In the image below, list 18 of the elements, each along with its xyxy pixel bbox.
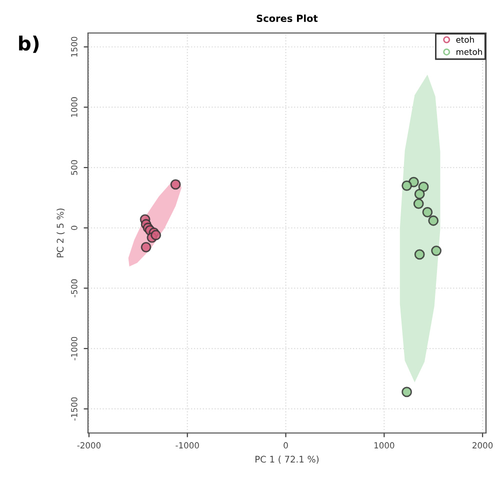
x-tick-label: -2000 — [77, 442, 101, 448]
y-tick-label: -500 — [71, 279, 78, 298]
y-tick-label: -1000 — [71, 336, 78, 360]
x-axis-title: PC 1 ( 72.1 %) — [256, 456, 319, 464]
y-axis-title: PC 2 ( 5 %) — [56, 208, 65, 258]
x-tick-label: 2000 — [472, 442, 493, 448]
y-tick-label: -1500 — [71, 397, 78, 421]
chart-title: Scores Plot — [256, 14, 318, 22]
y-tick-label: 0 — [71, 226, 78, 230]
text: b) — [19, 36, 39, 53]
x-tick-label: 0 — [284, 442, 288, 448]
legend-label: etoh — [456, 36, 474, 43]
x-tick-label: -1000 — [176, 442, 199, 448]
y-tick-label: 1000 — [71, 97, 78, 117]
y-tick-label: 1500 — [71, 36, 78, 57]
y-tick-label: 500 — [71, 160, 78, 175]
x-tick-label: 1000 — [374, 442, 394, 448]
legend-label: metoh — [456, 48, 482, 56]
